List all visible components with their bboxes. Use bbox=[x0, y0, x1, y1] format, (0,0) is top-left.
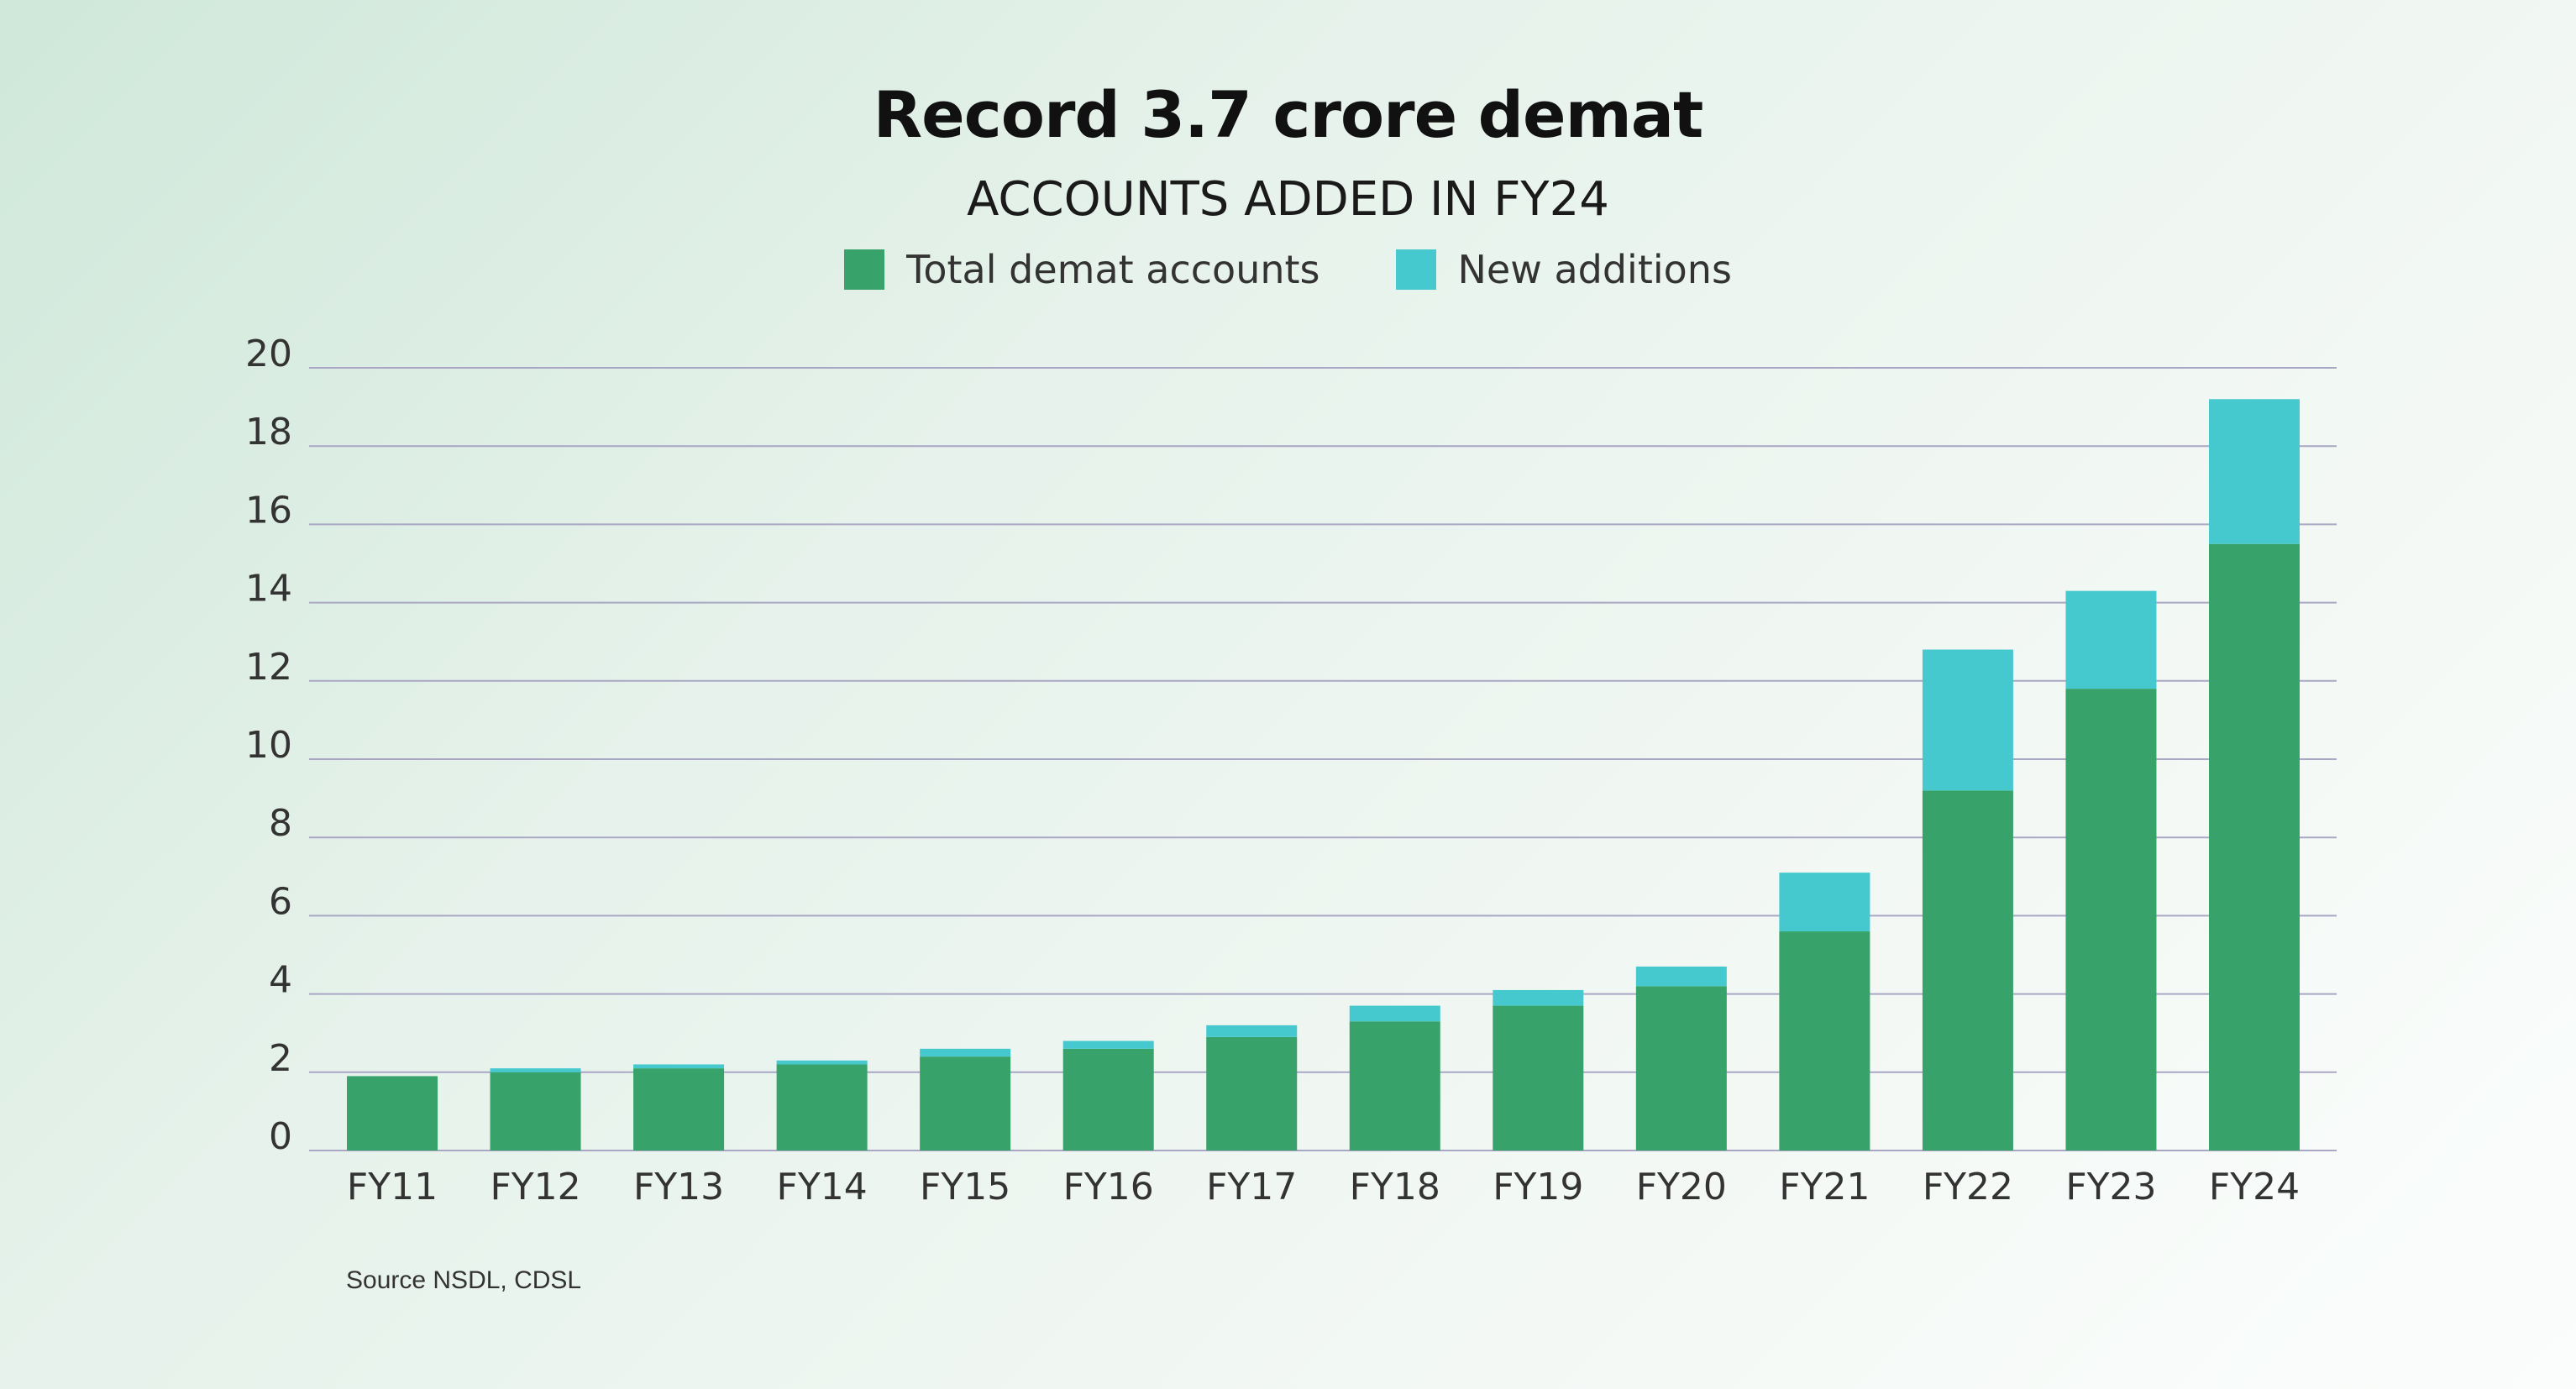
x-tick-label: FY15 bbox=[920, 1166, 1010, 1208]
bar-new-additions bbox=[1922, 649, 2013, 791]
bar-total bbox=[1493, 1005, 1584, 1151]
bar-new-additions bbox=[1635, 966, 1727, 987]
legend-swatch-new bbox=[1395, 249, 1436, 290]
bar-total bbox=[1349, 1021, 1440, 1151]
bar-new-additions bbox=[2209, 399, 2300, 544]
bar-total bbox=[490, 1072, 581, 1151]
bar-total bbox=[633, 1068, 725, 1151]
bar-new-additions bbox=[776, 1060, 868, 1065]
y-tick-label: 12 bbox=[245, 646, 292, 689]
bar-total bbox=[1779, 931, 1870, 1151]
bar-total bbox=[776, 1064, 868, 1151]
bar-total bbox=[1635, 986, 1727, 1151]
y-tick-label: 8 bbox=[269, 802, 292, 845]
bar-new-additions bbox=[490, 1068, 581, 1072]
bar-new-additions bbox=[1493, 989, 1584, 1006]
y-tick-label: 18 bbox=[245, 411, 292, 453]
x-tick-label: FY11 bbox=[347, 1166, 438, 1208]
x-tick-label: FY20 bbox=[1636, 1166, 1727, 1208]
y-tick-label: 6 bbox=[269, 880, 292, 923]
legend-label-new: New additions bbox=[1457, 247, 1732, 292]
bar-new-additions bbox=[633, 1064, 725, 1069]
y-tick-label: 20 bbox=[245, 333, 292, 375]
x-tick-label: FY14 bbox=[777, 1166, 868, 1208]
y-tick-label: 10 bbox=[245, 724, 292, 767]
bar-total bbox=[1206, 1036, 1298, 1151]
bar-total bbox=[920, 1056, 1011, 1151]
legend-swatch-total bbox=[844, 249, 885, 290]
y-tick-label: 2 bbox=[269, 1037, 292, 1080]
x-tick-label: FY23 bbox=[2065, 1166, 2156, 1208]
bar-total bbox=[1922, 790, 2013, 1151]
x-tick-label: FY21 bbox=[1779, 1166, 1870, 1208]
bar-new-additions bbox=[2065, 590, 2157, 689]
y-tick-label: 14 bbox=[245, 568, 292, 611]
bar-total bbox=[2209, 543, 2300, 1151]
y-tick-label: 0 bbox=[269, 1115, 292, 1158]
x-tick-label: FY22 bbox=[1923, 1166, 2013, 1208]
source-note: Source NSDL, CDSL bbox=[346, 1266, 582, 1294]
x-tick-label: FY12 bbox=[490, 1166, 580, 1208]
x-tick-label: FY19 bbox=[1493, 1166, 1583, 1208]
bar-total bbox=[347, 1076, 438, 1151]
y-tick-label: 4 bbox=[269, 959, 292, 1002]
x-tick-label: FY16 bbox=[1063, 1166, 1154, 1208]
chart-subtitle: ACCOUNTS ADDED IN FY24 bbox=[967, 172, 1609, 227]
x-tick-label: FY13 bbox=[633, 1166, 724, 1208]
bar-total bbox=[1062, 1048, 1154, 1151]
legend-item-new: New additions bbox=[1395, 247, 1732, 292]
bar-new-additions bbox=[1349, 1005, 1440, 1022]
legend-item-total: Total demat accounts bbox=[844, 247, 1320, 292]
legend: Total demat accounts New additions bbox=[0, 247, 2576, 292]
bar-new-additions bbox=[1062, 1040, 1154, 1049]
bar-new-additions bbox=[920, 1048, 1011, 1057]
bar-new-additions bbox=[1779, 873, 1870, 932]
chart-title: Record 3.7 crore demat bbox=[873, 77, 1704, 152]
x-tick-label: FY18 bbox=[1350, 1166, 1440, 1208]
y-tick-label: 16 bbox=[245, 489, 292, 532]
bar-total bbox=[2065, 689, 2157, 1151]
legend-label-total: Total demat accounts bbox=[906, 247, 1320, 292]
x-tick-label: FY24 bbox=[2209, 1166, 2300, 1208]
x-tick-label: FY17 bbox=[1206, 1166, 1297, 1208]
bar-new-additions bbox=[1206, 1025, 1298, 1037]
